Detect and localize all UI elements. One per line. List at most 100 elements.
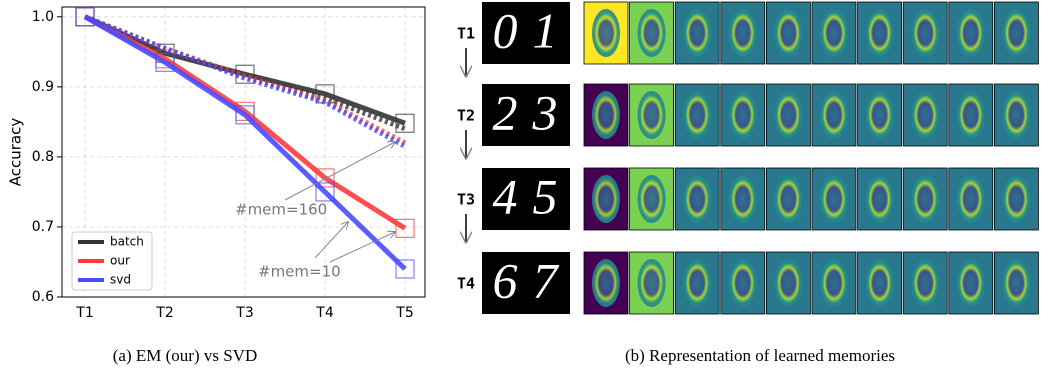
row-label: T4 <box>457 275 475 293</box>
memory-pattern <box>592 259 620 307</box>
memory-pattern <box>865 175 894 223</box>
marker <box>75 7 95 27</box>
memory-pattern <box>774 9 803 57</box>
y-axis-label: Accuracy <box>7 118 25 187</box>
digit-image <box>482 84 570 146</box>
x-tick-label: T2 <box>155 305 173 321</box>
tile-frame <box>629 1 674 65</box>
memory-pattern <box>728 9 757 57</box>
marker <box>395 218 415 238</box>
memory-pattern <box>1002 9 1031 57</box>
memory-pattern <box>774 91 803 139</box>
digit: 0 <box>493 2 518 58</box>
memory-pattern <box>956 91 985 139</box>
arrow <box>284 142 395 201</box>
tile-frame <box>629 83 674 147</box>
tile-frame <box>811 251 857 315</box>
digit-image <box>482 168 570 230</box>
memory-pattern <box>956 175 985 223</box>
tile-frame <box>674 1 720 65</box>
digit: 6 <box>493 252 518 308</box>
legend-label: batch <box>110 235 144 249</box>
tile-frame <box>720 167 766 231</box>
memory-pattern <box>956 9 985 57</box>
marker <box>315 168 335 188</box>
tile-frame <box>674 83 720 147</box>
memory-pattern <box>637 9 666 57</box>
tile-frame <box>857 83 902 147</box>
memory-pattern <box>683 259 712 307</box>
memory-pattern <box>592 91 620 139</box>
legend-label: our <box>110 254 130 268</box>
tile-frame <box>902 83 948 147</box>
memory-pattern <box>774 175 803 223</box>
marker <box>155 52 175 72</box>
tile-frame <box>857 1 902 65</box>
memory-pattern <box>956 259 985 307</box>
y-tick-label: 0.8 <box>32 149 54 165</box>
memory-pattern <box>820 175 848 223</box>
marker <box>395 113 415 133</box>
tile-frame <box>674 167 720 231</box>
memory-pattern <box>820 9 848 57</box>
memory-pattern <box>911 91 940 139</box>
y-tick-label: 1.0 <box>32 9 54 25</box>
tile-frame <box>766 167 811 231</box>
tile-frame <box>948 167 994 231</box>
tile-frame <box>629 167 674 231</box>
memory-pattern <box>865 9 894 57</box>
tile-frame <box>720 1 766 65</box>
digit-image <box>482 2 570 64</box>
tile-frame <box>811 1 857 65</box>
memory-pattern <box>683 9 712 57</box>
marker <box>395 259 415 279</box>
marker <box>315 84 335 104</box>
memory-pattern <box>1002 259 1031 307</box>
caption: (a) EM (our) vs SVD <box>113 346 257 365</box>
tile-frame <box>629 251 674 315</box>
tile-frame <box>994 251 1039 315</box>
memory-pattern <box>865 259 894 307</box>
tile-frame <box>902 1 948 65</box>
tile-frame <box>902 251 948 315</box>
memory-pattern <box>1002 175 1031 223</box>
tile-frame <box>902 167 948 231</box>
memory-pattern <box>728 175 757 223</box>
tile-frame <box>857 167 902 231</box>
digit: 2 <box>493 84 518 140</box>
tile-frame <box>674 251 720 315</box>
tile-frame <box>583 83 629 147</box>
memory-pattern <box>911 259 940 307</box>
memory-pattern <box>592 175 620 223</box>
marker <box>315 182 335 202</box>
y-tick-label: 0.7 <box>32 219 54 235</box>
digit: 4 <box>493 168 518 224</box>
x-tick-label: T1 <box>75 305 93 321</box>
x-tick-label: T4 <box>315 305 334 321</box>
tile-frame <box>857 251 902 315</box>
digit-image <box>482 252 570 314</box>
memory-pattern <box>820 259 848 307</box>
memory-pattern <box>911 175 940 223</box>
memory-pattern <box>820 91 848 139</box>
y-tick-label: 0.9 <box>32 79 54 95</box>
memory-pattern <box>683 175 712 223</box>
memory-pattern <box>911 9 940 57</box>
memory-pattern <box>637 175 666 223</box>
digit: 7 <box>533 252 560 308</box>
memory-pattern <box>1002 91 1031 139</box>
tile-frame <box>720 83 766 147</box>
x-tick-label: T3 <box>235 305 253 321</box>
row-label: T1 <box>457 25 475 43</box>
caption: (b) Representation of learned memories <box>625 346 895 365</box>
tile-frame <box>583 167 629 231</box>
digit: 1 <box>533 2 558 58</box>
legend-box <box>71 231 153 291</box>
row-label: T3 <box>457 191 475 209</box>
tile-frame <box>583 251 629 315</box>
marker <box>235 64 255 84</box>
annotation: #mem=160 <box>235 201 327 219</box>
tile-frame <box>811 167 857 231</box>
plot-frame <box>61 6 426 298</box>
